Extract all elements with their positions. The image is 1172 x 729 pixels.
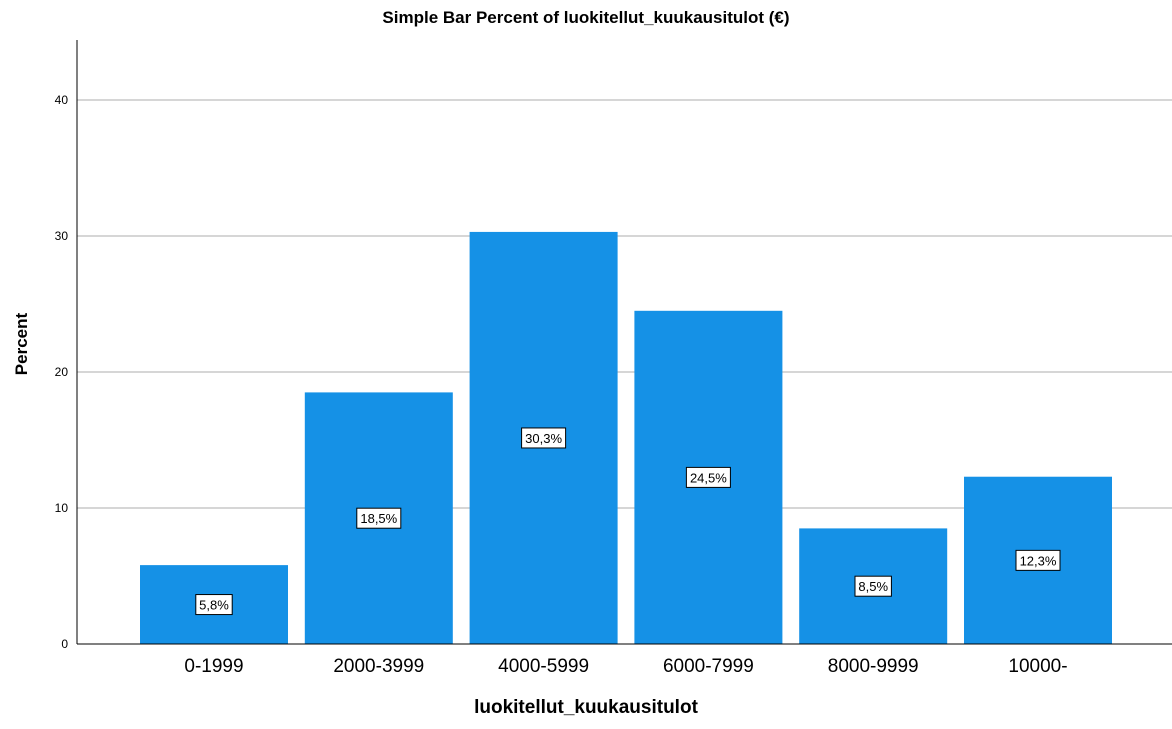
data-label-box xyxy=(521,427,567,449)
x-tick-label: 6000-7999 xyxy=(663,656,754,677)
data-label-box xyxy=(356,507,402,529)
data-label-box xyxy=(685,466,731,488)
y-tick-label: 10 xyxy=(55,501,69,515)
data-label: 12,3% xyxy=(1020,553,1057,568)
x-tick-label: 0-1999 xyxy=(184,656,243,677)
data-label-box xyxy=(195,594,233,616)
x-tick-label: 10000- xyxy=(1008,656,1067,677)
data-label-box xyxy=(854,575,892,597)
chart-title: Simple Bar Percent of luokitellut_kuukau… xyxy=(382,8,790,27)
x-tick-label: 8000-9999 xyxy=(828,656,919,677)
data-label-box xyxy=(1015,549,1061,571)
y-axis-label: Percent xyxy=(12,312,31,376)
data-label: 30,3% xyxy=(525,431,562,446)
y-tick-label: 40 xyxy=(55,93,69,107)
data-label: 8,5% xyxy=(858,579,888,594)
x-axis-label: luokitellut_kuukausitulot xyxy=(474,697,698,718)
data-label: 5,8% xyxy=(199,598,229,613)
x-tick-label: 4000-5999 xyxy=(498,656,589,677)
y-tick-label: 0 xyxy=(61,637,68,651)
x-tick-label: 2000-3999 xyxy=(333,656,424,677)
y-tick-label: 20 xyxy=(55,365,69,379)
data-label: 24,5% xyxy=(690,470,727,485)
data-label: 18,5% xyxy=(360,511,397,526)
y-tick-label: 30 xyxy=(55,229,69,243)
